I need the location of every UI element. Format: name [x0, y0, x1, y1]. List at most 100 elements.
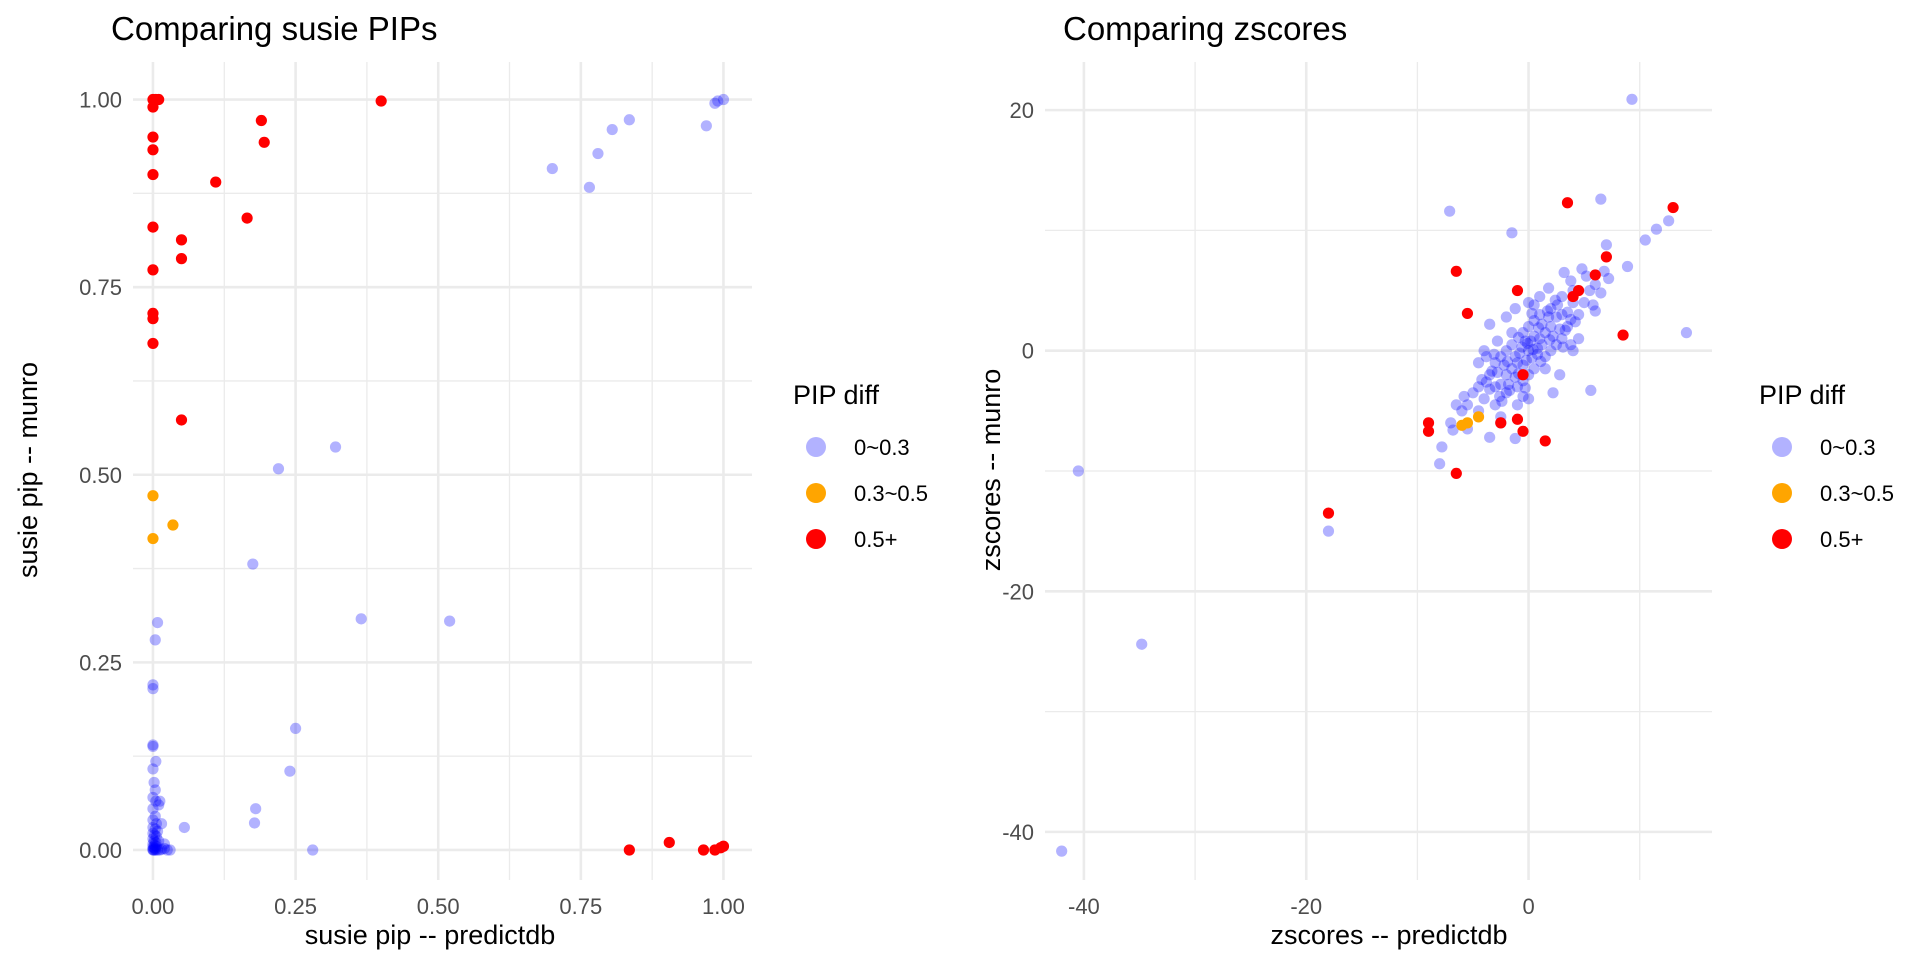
- scatter-point: [700, 120, 712, 132]
- scatter-point: [1517, 390, 1529, 403]
- x-tick-label: 0.25: [274, 894, 317, 919]
- scatter-point: [1472, 357, 1485, 369]
- scatter-point: [1539, 435, 1551, 447]
- scatter-point: [250, 803, 262, 815]
- scatter-point: [147, 740, 159, 753]
- scatter-point: [1494, 390, 1506, 403]
- scatter-point: [175, 253, 188, 265]
- scatter-point: [149, 784, 161, 796]
- scatter-point: [241, 212, 253, 224]
- scatter-point: [1544, 334, 1556, 346]
- scatter-point: [1567, 290, 1579, 303]
- scatter-point: [329, 441, 342, 453]
- scatter-point: [1557, 341, 1569, 353]
- scatter-point: [150, 840, 162, 852]
- scatter-point: [147, 844, 159, 856]
- scatter-point: [1489, 357, 1501, 369]
- scatter-point: [1522, 321, 1535, 333]
- scatter-point: [1680, 327, 1693, 339]
- scatter-point: [1511, 413, 1524, 425]
- scatter-point: [1545, 303, 1557, 315]
- scatter-point: [1527, 343, 1539, 356]
- scatter-point: [1486, 365, 1498, 377]
- scatter-point: [1589, 305, 1601, 317]
- scatter-point: [1549, 294, 1561, 306]
- x-tick-label: 1.00: [702, 894, 745, 919]
- scatter-point: [1650, 223, 1663, 235]
- scatter-point: [1511, 284, 1524, 297]
- scatter-point: [1456, 405, 1468, 417]
- scatter-point: [147, 532, 159, 545]
- legend-key-0-0.3: [806, 437, 826, 457]
- scatter-point: [1434, 458, 1446, 470]
- scatter-point: [175, 234, 188, 246]
- scatter-point: [1517, 359, 1529, 371]
- scatter-point: [355, 613, 367, 625]
- gridlines: [1045, 62, 1712, 880]
- scatter-point: [1509, 432, 1521, 445]
- scatter-point: [149, 823, 161, 835]
- scatter-point: [1500, 387, 1512, 399]
- scatter-point: [154, 844, 166, 856]
- scatter-point: [1511, 357, 1524, 369]
- chart-title: Comparing susie PIPs: [111, 10, 437, 47]
- scatter-point: [1445, 417, 1457, 429]
- y-tick-label: 0.75: [79, 275, 122, 300]
- scatter-point: [158, 842, 170, 855]
- scatter-point: [1450, 399, 1462, 411]
- scatter-point: [151, 825, 164, 837]
- scatter-point: [1528, 299, 1540, 311]
- legend-label-0.5-plus: 0.5+: [854, 527, 897, 552]
- scatter-point: [153, 799, 165, 811]
- scatter-point: [444, 615, 456, 627]
- scatter-point: [1545, 345, 1557, 357]
- scatter-point: [150, 755, 162, 768]
- scatter-point: [1663, 215, 1675, 227]
- scatter-point: [147, 844, 160, 856]
- x-axis-title: susie pip -- predictdb: [305, 920, 556, 950]
- y-tick-label: 0.25: [79, 650, 122, 675]
- scatter-point: [1520, 354, 1532, 366]
- gridlines: [133, 62, 752, 880]
- scatter-point: [147, 841, 159, 853]
- scatter-point: [1578, 296, 1590, 309]
- scatter-point: [1456, 419, 1468, 431]
- scatter-point: [149, 839, 161, 852]
- y-tick-label: 1.00: [79, 88, 122, 113]
- scatter-point: [151, 844, 164, 856]
- scatter-point: [284, 765, 296, 777]
- scatter-point: [712, 95, 724, 107]
- scatter-point: [147, 763, 159, 775]
- scatter-point: [1528, 315, 1540, 327]
- scatter-point: [161, 844, 173, 856]
- scatter-point: [1573, 309, 1585, 321]
- scatter-point: [1535, 355, 1547, 368]
- scatter-point: [623, 844, 635, 856]
- scatter-point: [155, 843, 168, 855]
- scatter-point: [178, 821, 190, 834]
- y-tick-label: 0.50: [79, 463, 122, 488]
- scatter-point: [1550, 339, 1562, 351]
- scatter-point: [1626, 93, 1638, 105]
- scatter-point: [1573, 333, 1585, 345]
- scatter-point: [1561, 197, 1574, 209]
- scatter-point: [1554, 323, 1566, 335]
- scatter-point: [149, 634, 161, 646]
- scatter-point: [1498, 359, 1510, 371]
- scatter-point: [1600, 239, 1612, 251]
- scatter-point: [149, 810, 161, 822]
- scatter-point: [1541, 305, 1554, 317]
- scatter-point: [606, 123, 618, 136]
- scatter-point: [1436, 441, 1448, 453]
- points: [147, 93, 730, 856]
- scatter-point: [1422, 417, 1435, 429]
- scatter-point: [1506, 327, 1518, 339]
- scatter-point: [1506, 339, 1518, 351]
- scatter-point: [1534, 290, 1546, 303]
- scatter-point: [1509, 351, 1521, 363]
- legend-key-0.5-plus: [806, 529, 826, 549]
- legend-label-0.3-0.5: 0.3~0.5: [854, 481, 928, 506]
- legend-title: PIP diff: [793, 380, 880, 410]
- scatter-point: [147, 838, 159, 850]
- scatter-point: [164, 844, 176, 856]
